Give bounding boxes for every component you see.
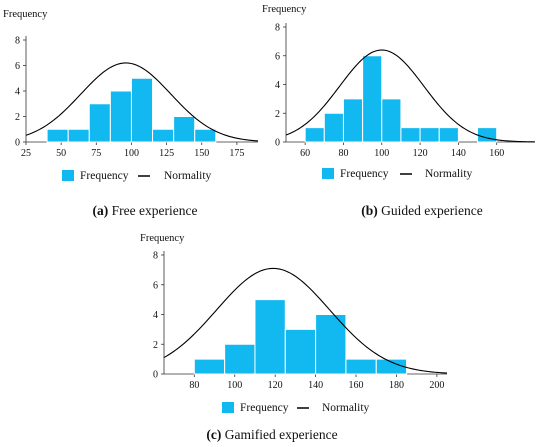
histogram-bar (46, 128, 69, 143)
normal-curve (285, 49, 536, 143)
histogram-bar (193, 358, 226, 375)
y-tick-label: 4 (15, 87, 20, 98)
histogram-bar (67, 128, 90, 143)
y-tick-label: 0 (15, 138, 20, 149)
y-axis-title: Frequency (3, 9, 48, 20)
x-tick-label: 80 (189, 380, 199, 391)
caption: (a) Free experience (93, 203, 198, 218)
x-tick-label: 100 (124, 148, 139, 159)
legend-swatch-frequency (62, 170, 74, 181)
caption: (c) Gamified experience (206, 427, 337, 442)
y-tick-label: 0 (153, 370, 158, 381)
y-tick-label: 6 (275, 51, 280, 62)
x-tick-label: 100 (374, 148, 389, 159)
legend-label-normality: Normality (164, 170, 212, 182)
caption-letter: (c) (206, 427, 221, 442)
x-tick-label: 80 (338, 148, 348, 159)
histogram-bar (254, 299, 286, 375)
legend-label-normality: Normality (322, 402, 370, 414)
x-tick-label: 100 (227, 380, 242, 391)
x-tick-label: 140 (308, 380, 323, 391)
bars (304, 55, 498, 143)
histogram-bar (224, 343, 256, 375)
legend-label-normality: Normality (425, 168, 473, 180)
caption-text: Guided experience (381, 203, 483, 218)
panel-a: Frequency 0 2 4 6 8 25 50 75 100 125 150 175 Freque… (3, 9, 259, 218)
y-tick-label: 8 (153, 251, 158, 262)
x-tick-label: 25 (21, 148, 31, 159)
legend-label-frequency: Frequency (80, 170, 129, 182)
normal-curve-layer (163, 267, 448, 374)
x-tick-label: 150 (194, 148, 209, 159)
x-tick-label: 175 (229, 148, 244, 159)
bars (46, 77, 217, 143)
histogram-bar (173, 116, 196, 143)
panel-c: Frequency 0 2 4 6 8 80 100 120 140 160 180 200 Freq… (140, 233, 448, 442)
x-tick-label: 125 (159, 148, 174, 159)
y-tick-label: 8 (15, 36, 20, 47)
legend-label-frequency: Frequency (340, 168, 389, 180)
x-tick-label: 160 (349, 380, 364, 391)
histogram-bar (315, 314, 347, 375)
x-tick-label: 60 (300, 148, 310, 159)
normal-curve (163, 267, 448, 374)
y-tick-label: 2 (15, 112, 20, 123)
legend: Frequency Normality (322, 168, 473, 180)
histogram-bar (88, 103, 111, 143)
legend-label-frequency: Frequency (240, 402, 289, 414)
histogram-bar (194, 128, 217, 143)
legend-swatch-frequency (222, 402, 234, 413)
histogram-bar (345, 358, 377, 375)
x-tick-label: 120 (268, 380, 283, 391)
panel-b: Frequency 0 2 4 6 8 60 80 100 120 140 160 Frequenc… (262, 4, 536, 218)
histogram-bar (438, 127, 459, 143)
normal-curve-layer (25, 62, 259, 142)
x-tick-label: 75 (91, 148, 101, 159)
histogram-bar (130, 77, 154, 143)
y-tick-label: 6 (153, 280, 158, 291)
histogram-bar (304, 127, 325, 143)
histogram-bar (381, 98, 402, 143)
caption-letter: (a) (93, 203, 109, 218)
y-tick-label: 4 (153, 310, 158, 321)
y-tick-label: 2 (153, 340, 158, 351)
histogram-bar (284, 328, 317, 375)
y-tick-label: 0 (275, 138, 280, 149)
histogram-bar (323, 112, 344, 143)
x-tick-label: 120 (413, 148, 428, 159)
y-tick-label: 4 (275, 80, 280, 91)
caption-letter: (b) (361, 203, 378, 218)
y-tick-label: 2 (275, 109, 280, 120)
caption: (b) Guided experience (361, 203, 482, 218)
x-tick-label: 140 (451, 148, 466, 159)
x-tick-label: 160 (489, 148, 504, 159)
normal-curve (25, 62, 259, 142)
caption-text: Gamified experience (225, 427, 338, 442)
legend: Frequency Normality (62, 170, 212, 182)
bars (193, 299, 408, 375)
y-axis-title: Frequency (262, 4, 307, 15)
legend: Frequency Normality (222, 402, 370, 414)
caption-text: Free experience (112, 203, 198, 218)
legend-swatch-frequency (322, 168, 334, 179)
y-axis-title: Frequency (140, 233, 185, 244)
histogram-bar (400, 127, 421, 143)
x-tick-label: 50 (56, 148, 66, 159)
histogram-bar (109, 90, 132, 143)
histogram-bar (362, 55, 383, 143)
x-tick-label: 180 (389, 380, 404, 391)
normal-curve-layer (285, 49, 536, 143)
histogram-bar (419, 127, 440, 143)
y-tick-label: 6 (15, 61, 20, 72)
histogram-bar (375, 358, 408, 375)
histogram-bar (152, 128, 175, 143)
histogram-bar (342, 98, 364, 143)
x-tick-label: 200 (429, 380, 444, 391)
y-tick-label: 8 (275, 23, 280, 34)
